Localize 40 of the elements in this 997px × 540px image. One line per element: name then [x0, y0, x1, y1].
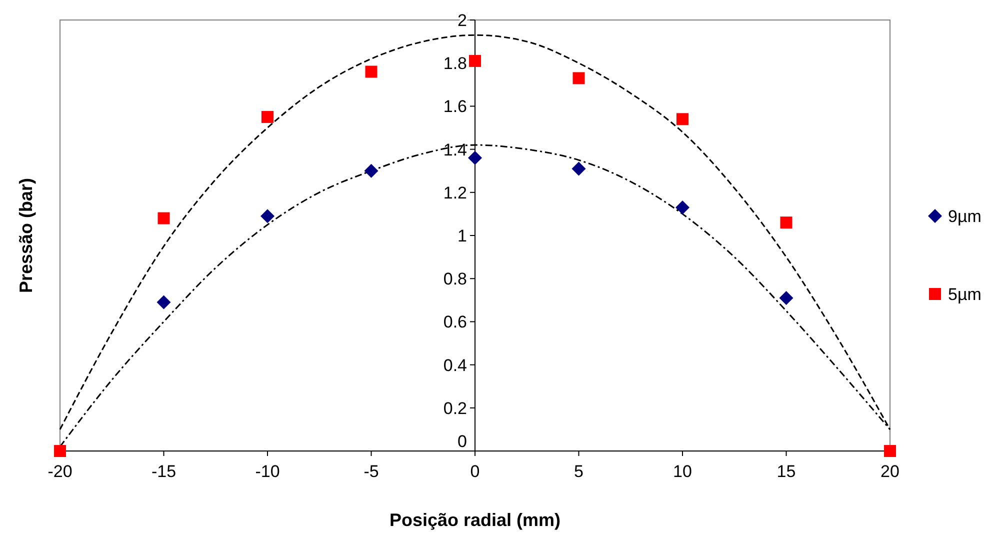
- x-tick-label: -10: [255, 462, 280, 481]
- point: [364, 164, 378, 178]
- x-axis-title: Posição radial (mm): [389, 510, 561, 530]
- x-tick-label: 5: [574, 462, 584, 481]
- x-tick-label: -20: [48, 462, 72, 481]
- y-tick-label: 0.6: [443, 312, 467, 332]
- point: [676, 200, 690, 214]
- x-tick-label: -5: [364, 462, 379, 481]
- point: [365, 66, 378, 78]
- y-tick-label: 0.2: [443, 398, 467, 418]
- x-tick-label: -15: [151, 462, 176, 481]
- point: [780, 216, 792, 229]
- point: [156, 295, 171, 310]
- point: [158, 212, 170, 224]
- y-tick-label: 1.2: [443, 183, 467, 202]
- y-tick-label: 1.8: [443, 54, 467, 74]
- y-tick-label: 1.4: [443, 140, 467, 160]
- y-tick-label: 0: [458, 432, 467, 451]
- y-tick-label: 1.6: [443, 97, 467, 116]
- point: [676, 113, 688, 126]
- y-tick-label: 0.4: [443, 356, 467, 375]
- point: [884, 445, 896, 457]
- x-tick-label: 20: [880, 462, 900, 481]
- y-tick-label: 0.8: [443, 270, 467, 289]
- legend-label: 5µm: [948, 284, 982, 304]
- y-axis-title: Pressão (bar): [16, 178, 36, 294]
- point: [468, 150, 482, 165]
- point: [572, 72, 585, 84]
- point: [572, 162, 586, 176]
- x-tick-label: 0: [470, 462, 480, 481]
- point: [469, 54, 481, 67]
- point: [260, 209, 274, 224]
- x-tick-label: 15: [776, 462, 796, 481]
- y-tick-label: 1: [458, 226, 467, 246]
- y-tick-label: 2: [458, 10, 467, 30]
- point: [779, 290, 794, 305]
- point: [262, 110, 274, 123]
- point: [54, 445, 66, 457]
- legend-label: 9µm: [948, 206, 982, 226]
- x-tick-label: 10: [673, 462, 692, 481]
